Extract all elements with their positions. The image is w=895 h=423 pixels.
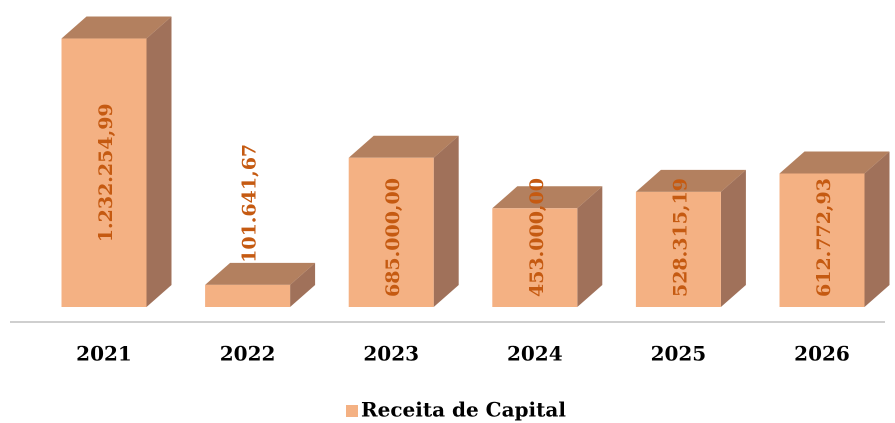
bar [779, 173, 865, 307]
bar [635, 191, 721, 307]
value-label: 528.315,19 [669, 178, 691, 297]
bar-top [61, 16, 172, 39]
x-tick-label: 2023 [363, 342, 419, 366]
value-label: 101.641,67 [239, 144, 261, 263]
legend-label: Receita de Capital [361, 398, 566, 422]
bar-side [146, 16, 172, 308]
bar [205, 284, 291, 307]
bar-top [779, 151, 890, 174]
bar-side [864, 151, 890, 307]
value-label: 685.000,00 [382, 178, 404, 297]
x-tick-label: 2024 [507, 342, 563, 366]
bar [492, 208, 578, 307]
bar-top [205, 262, 316, 285]
legend-swatch [346, 405, 358, 417]
bar-side [720, 169, 746, 307]
bar-side [290, 262, 316, 307]
bar-side [577, 186, 603, 307]
value-label: 453.000,00 [526, 178, 548, 297]
value-label: 1.232.254,99 [95, 103, 117, 242]
bar [61, 38, 147, 308]
x-tick-label: 2021 [76, 342, 132, 366]
x-tick-label: 2022 [220, 342, 276, 366]
x-tick-label: 2026 [794, 342, 850, 366]
bar-top [635, 169, 746, 192]
bar [348, 157, 434, 307]
x-tick-label: 2025 [651, 342, 707, 366]
value-label: 612.772,93 [813, 178, 835, 297]
bar-side [433, 135, 459, 307]
bar-top [348, 135, 459, 158]
bar-top [492, 186, 603, 209]
